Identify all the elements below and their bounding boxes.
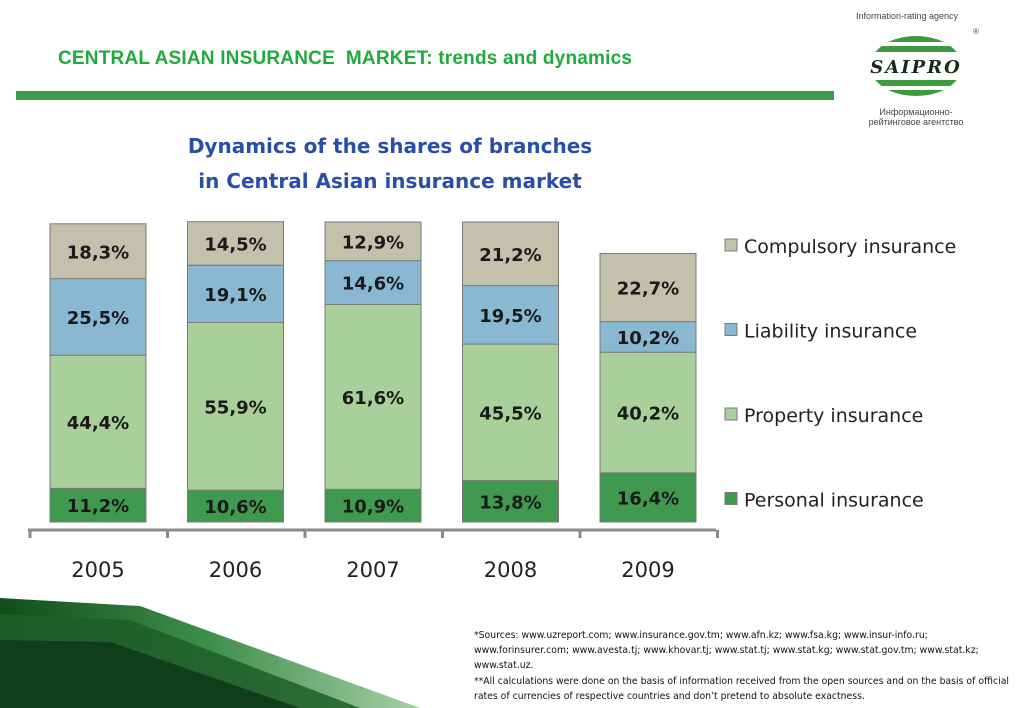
x-tick-label-2005: 2005: [71, 558, 124, 582]
chart-title-line1: Dynamics of the shares of branches: [188, 134, 592, 158]
data-label-compulsory-insurance-2007: 12,9%: [342, 232, 404, 253]
bar-compulsory-insurance-2005: [49, 223, 147, 280]
bar-personal-insurance-2007: [324, 488, 422, 523]
data-label-property-insurance-2008: 45,5%: [479, 403, 541, 424]
data-label-liability-insurance-2006: 19,1%: [204, 285, 266, 306]
sources-footnote: *Sources: www.uzreport.com; www.insuranc…: [474, 628, 1014, 704]
bar-property-insurance-2006: [187, 322, 284, 491]
x-tick-label-2006: 2006: [209, 558, 262, 582]
title-underline: [16, 91, 834, 100]
logo-ru-line1: Информационно-: [879, 107, 953, 117]
legend-swatch-personal-insurance: [724, 492, 738, 505]
x-tick-label-2009: 2009: [621, 558, 674, 582]
data-label-compulsory-insurance-2005: 18,3%: [67, 242, 129, 263]
data-label-property-insurance-2009: 40,2%: [617, 404, 679, 425]
data-label-personal-insurance-2006: 10,6%: [204, 497, 266, 518]
x-tick-label-2007: 2007: [346, 558, 399, 582]
data-label-liability-insurance-2007: 14,6%: [342, 274, 404, 295]
logo-tagline: Information-rating agency: [856, 11, 959, 21]
bar-compulsory-insurance-2009: [599, 253, 697, 323]
registered-mark: ®: [973, 27, 979, 36]
data-label-liability-insurance-2005: 25,5%: [67, 308, 129, 329]
bar-liability-insurance-2006: [187, 264, 284, 324]
data-label-personal-insurance-2008: 13,8%: [479, 492, 541, 513]
bar-compulsory-insurance-2007: [324, 221, 422, 262]
data-label-liability-insurance-2008: 19,5%: [479, 306, 541, 327]
decorative-swoosh: [0, 598, 420, 708]
calculation-note: **All calculations were done on the basi…: [474, 675, 1009, 702]
sources-text: *Sources: www.uzreport.com; www.insuranc…: [474, 630, 979, 672]
bar-compulsory-insurance-2008: [462, 221, 559, 287]
logo-emblem-icon: SAIPRO: [852, 36, 980, 96]
bar-liability-insurance-2008: [462, 285, 559, 345]
data-label-personal-insurance-2009: 16,4%: [617, 488, 679, 509]
bar-personal-insurance-2009: [599, 472, 697, 523]
data-label-compulsory-insurance-2008: 21,2%: [479, 245, 541, 266]
x-tick-label-2008: 2008: [484, 558, 537, 582]
legend-label-property-insurance: Property insurance: [744, 405, 923, 427]
data-label-personal-insurance-2005: 11,2%: [67, 496, 129, 517]
data-label-property-insurance-2005: 44,4%: [67, 413, 129, 434]
data-label-personal-insurance-2007: 10,9%: [342, 497, 404, 518]
bar-personal-insurance-2006: [187, 489, 284, 523]
saipro-logo: Information-rating agency ® SAIPRO Инфор…: [846, 8, 1006, 130]
bar-property-insurance-2007: [324, 304, 422, 490]
data-label-compulsory-insurance-2006: 14,5%: [204, 234, 266, 255]
bar-property-insurance-2009: [599, 351, 697, 474]
data-label-property-insurance-2006: 55,9%: [204, 397, 266, 418]
legend-label-liability-insurance: Liability insurance: [744, 321, 917, 343]
data-label-compulsory-insurance-2009: 22,7%: [617, 279, 679, 300]
legend-swatch-liability-insurance: [724, 323, 738, 336]
bar-compulsory-insurance-2006: [187, 221, 284, 266]
page-title: CENTRAL ASIAN INSURANCE MARKET: trends a…: [58, 48, 633, 69]
legend-label-personal-insurance: Personal insurance: [744, 490, 924, 512]
legend-swatch-compulsory-insurance: [724, 238, 738, 252]
data-label-property-insurance-2007: 61,6%: [342, 388, 404, 409]
logo-brand-text: SAIPRO: [870, 57, 962, 78]
data-label-liability-insurance-2009: 10,2%: [617, 328, 679, 349]
chart-title-line2: in Central Asian insurance market: [198, 169, 582, 193]
logo-ru-line2: рейтинговое агентство: [868, 117, 964, 127]
legend-label-compulsory-insurance: Compulsory insurance: [744, 236, 956, 258]
legend-swatch-property-insurance: [724, 407, 738, 421]
bar-property-insurance-2008: [462, 343, 559, 482]
bar-property-insurance-2005: [49, 354, 147, 489]
